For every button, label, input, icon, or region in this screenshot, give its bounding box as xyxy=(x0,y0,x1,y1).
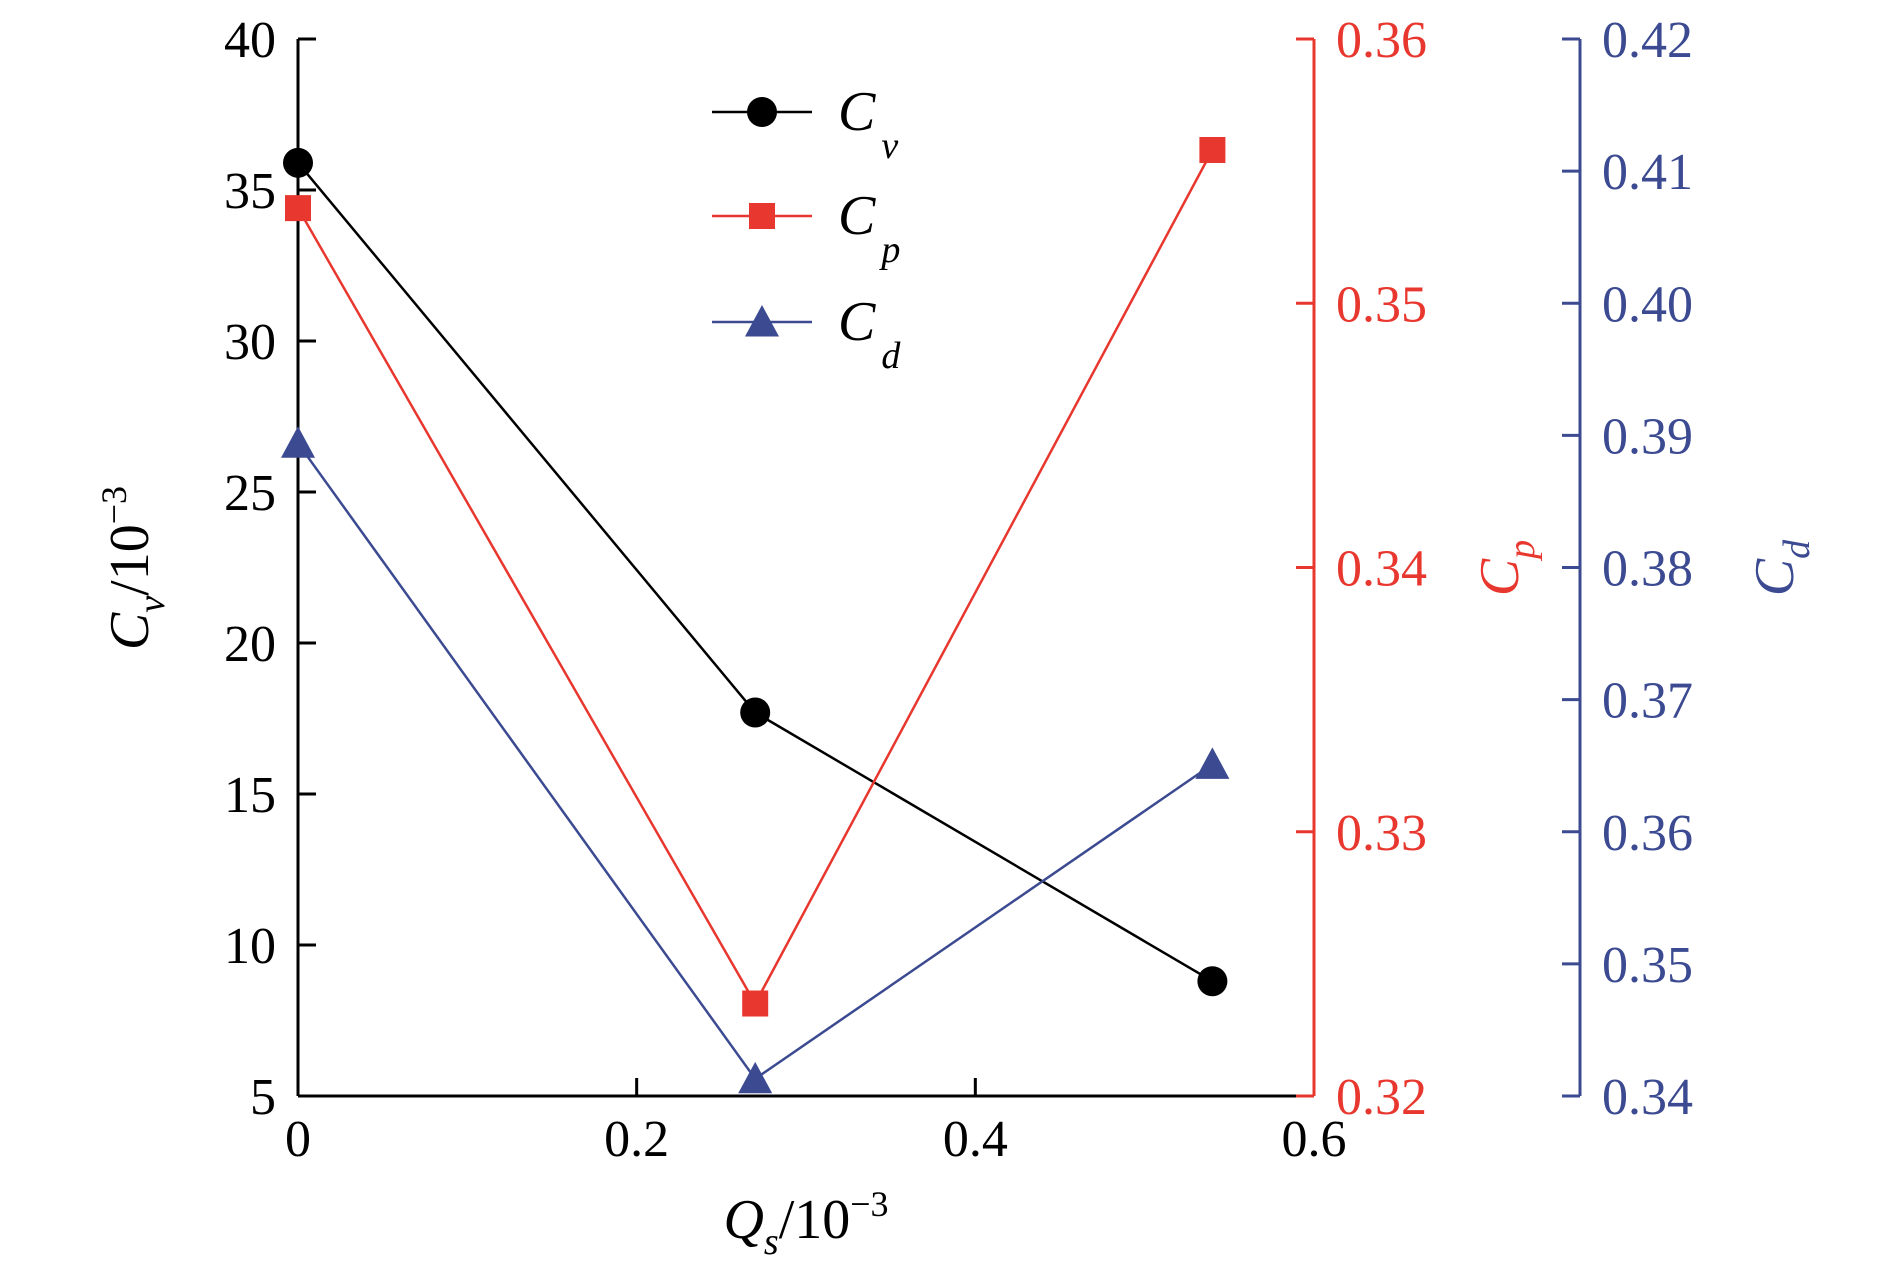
legend-marker-cd xyxy=(745,305,779,337)
legend-marker-cv xyxy=(747,97,777,127)
y-tick-label-cv: 20 xyxy=(224,616,276,673)
series-layer xyxy=(281,136,1230,1094)
data-point-cp xyxy=(1199,136,1226,163)
y-tick-label-cd: 0.42 xyxy=(1602,12,1693,69)
x-tick-label: 0.6 xyxy=(1282,1111,1347,1168)
y-tick-label-cp: 0.35 xyxy=(1336,276,1427,333)
y-tick-label-cd: 0.41 xyxy=(1602,144,1693,201)
legend: Cv Cp Cd xyxy=(712,81,901,377)
y-tick-label-cd: 0.35 xyxy=(1602,937,1693,994)
x-axis-title: Qs/10−3 xyxy=(723,1184,888,1263)
data-point-cd xyxy=(1195,747,1230,779)
data-point-cv xyxy=(740,697,771,728)
data-point-cd xyxy=(738,1061,773,1094)
y-tick-label-cd: 0.36 xyxy=(1602,805,1693,862)
y-tick-label-cp: 0.36 xyxy=(1336,12,1427,69)
legend-label-cp: Cp xyxy=(838,185,900,271)
y-tick-label-cv: 10 xyxy=(224,918,276,975)
data-point-cv xyxy=(1197,966,1228,997)
y-axis-title-cv: Cv/10−3 xyxy=(94,486,173,650)
data-point-cd xyxy=(281,426,315,458)
series-line-cp xyxy=(296,149,1214,1007)
y-tick-label-cd: 0.34 xyxy=(1602,1069,1693,1126)
y-tick-label-cd: 0.40 xyxy=(1602,276,1693,333)
y-tick-label-cd: 0.38 xyxy=(1602,541,1693,598)
data-point-cp xyxy=(742,990,769,1017)
x-tick-label: 0.2 xyxy=(604,1111,669,1168)
x-tick-label: 0 xyxy=(285,1111,311,1168)
y-tick-label-cv: 40 xyxy=(224,12,276,69)
y-tick-label-cp: 0.32 xyxy=(1336,1069,1427,1126)
y-tick-label-cd: 0.37 xyxy=(1602,673,1693,730)
y-axis-title-cd: Cd xyxy=(1744,539,1818,596)
y-tick-label-cv: 15 xyxy=(224,767,276,824)
data-point-cp xyxy=(285,195,311,222)
y-tick-label-cv: 30 xyxy=(224,314,276,371)
y-tick-label-cp: 0.33 xyxy=(1336,805,1427,862)
y-tick-label-cv: 25 xyxy=(224,465,276,522)
y-tick-label-cv: 35 xyxy=(224,163,276,220)
y-tick-label-cv: 5 xyxy=(250,1069,276,1126)
legend-label-cd: Cd xyxy=(838,291,901,377)
legend-marker-cp xyxy=(749,203,775,229)
data-point-cv xyxy=(283,147,313,178)
y-axis-title-cp: Cp xyxy=(1469,540,1543,596)
series-line-cd xyxy=(296,442,1214,1081)
legend-label-cv: Cv xyxy=(838,81,898,167)
axes-layer: 0 0.2 0.4 0.6 Qs/10−3 5 10 15 20 25 30 35 40 Cv/10−3 0… xyxy=(94,12,1818,1263)
y-tick-label-cd: 0.39 xyxy=(1602,408,1693,465)
x-tick-label: 0.4 xyxy=(943,1111,1008,1168)
y-tick-label-cp: 0.34 xyxy=(1336,541,1427,598)
